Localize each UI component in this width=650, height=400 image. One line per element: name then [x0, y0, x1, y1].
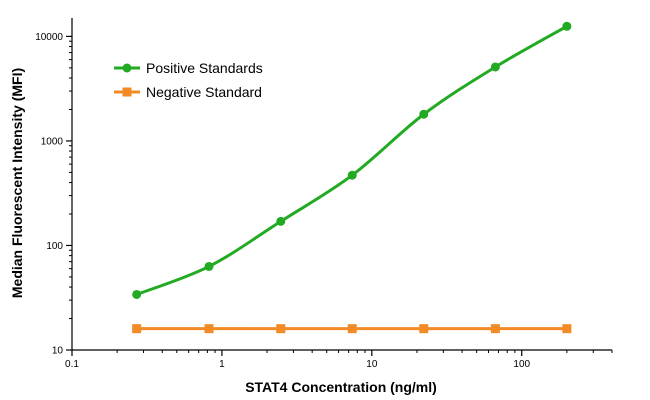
y-tick-label: 10 [52, 346, 64, 357]
data-point [347, 170, 357, 180]
data-point [562, 21, 572, 31]
legend-label: Negative Standard [146, 84, 262, 100]
legend-marker [122, 87, 132, 97]
legend-label: Positive Standards [146, 60, 263, 76]
data-point [562, 324, 572, 334]
data-point [419, 109, 429, 119]
x-axis-title: STAT4 Concentration (ng/ml) [245, 379, 437, 395]
data-point [276, 216, 286, 226]
y-axis-title: Median Fluorescent Intensity (MFI) [9, 68, 25, 298]
x-tick-label: 0.1 [65, 359, 79, 370]
data-point [204, 261, 214, 271]
y-tick-label: 1000 [41, 136, 64, 147]
data-point [132, 324, 142, 334]
data-point [347, 324, 357, 334]
data-point [132, 289, 142, 299]
data-point [276, 324, 286, 334]
data-point [490, 324, 500, 334]
data-point [419, 324, 429, 334]
y-tick-label: 10000 [35, 32, 63, 43]
x-ticks: 0.1 1 10 100 [65, 350, 613, 370]
x-tick-label: 10 [366, 359, 378, 370]
legend-marker [122, 63, 132, 73]
legend: Positive Standards Negative Standard [114, 60, 263, 100]
x-tick-label: 100 [513, 359, 530, 370]
y-tick-label: 100 [46, 241, 63, 252]
x-tick-label: 1 [219, 359, 225, 370]
series-layer [132, 21, 572, 334]
y-ticks: 10 100 1000 10000 [35, 32, 72, 357]
data-point [204, 324, 214, 334]
data-point [490, 62, 500, 72]
